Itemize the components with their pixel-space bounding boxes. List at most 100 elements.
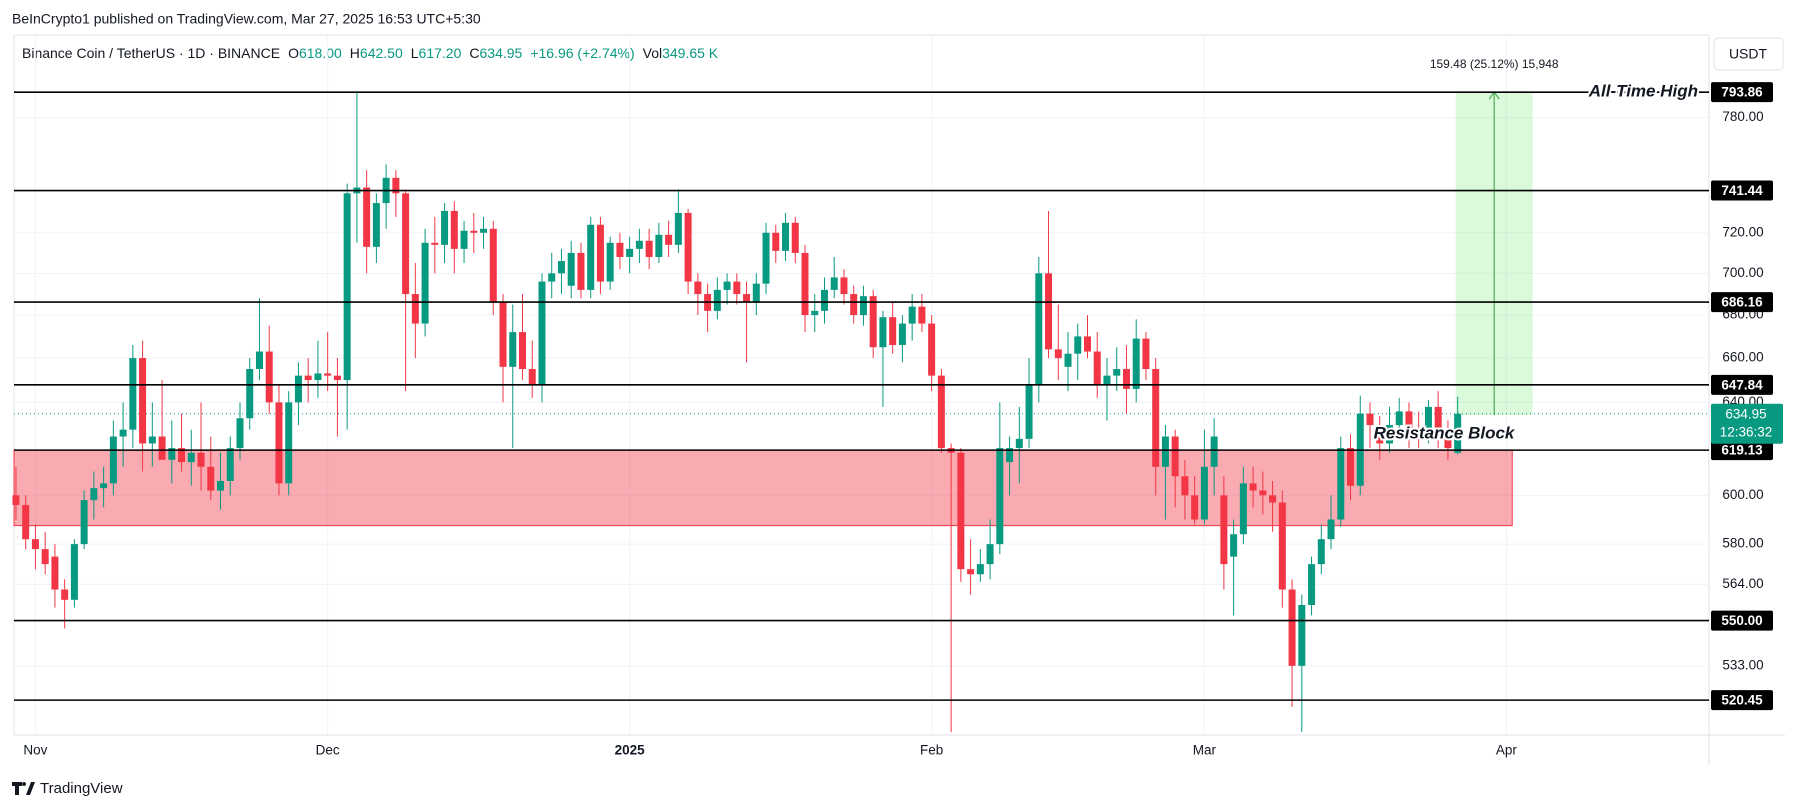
legend-l-value: 617.20 xyxy=(419,45,462,61)
legend-c: C xyxy=(469,45,479,61)
level-label-box xyxy=(1711,690,1773,711)
candle-body xyxy=(450,210,458,249)
level-label-box xyxy=(1711,610,1773,631)
candle-body xyxy=(1249,483,1257,491)
currency-button[interactable] xyxy=(1713,37,1784,71)
zone-label: Resistance Block xyxy=(1374,424,1516,443)
legend-c-value: 634.95 xyxy=(480,45,523,61)
candle-body xyxy=(90,488,98,501)
candle-body xyxy=(1045,273,1053,350)
y-tick-label: 600.00 xyxy=(1722,487,1763,502)
candle-body xyxy=(1434,406,1442,430)
candle-body xyxy=(1347,448,1355,486)
candle-body xyxy=(1278,502,1286,590)
candle-body xyxy=(119,429,127,437)
candle-body xyxy=(197,452,205,467)
candle-body xyxy=(22,504,30,540)
y-tick-label: 564.00 xyxy=(1722,576,1763,591)
candle-body xyxy=(1122,369,1130,389)
candle-body xyxy=(1006,448,1014,463)
candle-body xyxy=(148,436,156,444)
candle-body xyxy=(226,448,234,481)
candle-body xyxy=(1103,375,1111,385)
candle-body xyxy=(626,248,634,257)
candle-body xyxy=(655,234,663,257)
resistance-zone xyxy=(13,449,1513,527)
candle-body xyxy=(635,240,643,249)
level-label-box xyxy=(1711,440,1773,461)
candle-body xyxy=(538,281,546,385)
candle-body xyxy=(255,351,263,370)
candle-body xyxy=(421,242,429,324)
candle-body xyxy=(41,549,49,565)
candle-body xyxy=(1239,483,1247,535)
candle-body xyxy=(519,332,526,370)
legend-h-value: 642.50 xyxy=(360,45,403,61)
level-label-box xyxy=(1711,292,1773,313)
symbol: Binance Coin / TetherUS · 1D · BINANCE xyxy=(22,45,280,61)
legend-h: H xyxy=(350,45,360,61)
candle-body xyxy=(509,332,517,367)
candle-body xyxy=(499,302,507,367)
level-label-box xyxy=(1711,82,1773,103)
candle-body xyxy=(889,317,897,346)
candle-body xyxy=(31,539,39,550)
y-tick-label: 700.00 xyxy=(1722,265,1763,280)
legend-change: +16.96 (+2.74%) xyxy=(530,45,634,61)
candle-body xyxy=(168,448,176,460)
measure-label: 159.48 (25.12%) 15,948 xyxy=(1430,57,1559,71)
candle-body xyxy=(1444,429,1452,449)
candle-body xyxy=(236,418,244,449)
x-tick-label: Mar xyxy=(1193,743,1217,758)
candle-body xyxy=(801,252,809,316)
legend-vol: Vol xyxy=(643,45,662,61)
candle-body xyxy=(908,306,916,324)
candle-body xyxy=(324,373,332,376)
candle-body xyxy=(100,483,108,489)
candle-body xyxy=(1132,338,1140,389)
candle-body xyxy=(275,402,283,484)
candle-body xyxy=(967,569,975,575)
candle-body xyxy=(480,228,488,233)
candle-body xyxy=(976,564,984,575)
candle-body xyxy=(674,212,682,245)
candle-body xyxy=(869,296,877,348)
candle-body xyxy=(957,452,965,570)
candle-body xyxy=(109,436,117,484)
currency[interactable]: USDT xyxy=(1729,46,1768,62)
candle-body xyxy=(265,351,273,403)
y-tick-label: 780.00 xyxy=(1722,109,1763,124)
x-tick-label: 2025 xyxy=(615,743,646,758)
brand: TradingView xyxy=(40,780,123,797)
logo-mark xyxy=(12,782,35,795)
level-label: 619.13 xyxy=(1721,443,1763,458)
last-price-label: 634.95 xyxy=(1725,406,1766,421)
candle-body xyxy=(333,375,341,381)
level-label: 647.84 xyxy=(1721,377,1763,392)
candle-body xyxy=(1259,490,1267,496)
candle-body xyxy=(782,222,790,251)
candle-body xyxy=(713,289,721,311)
candle-body xyxy=(830,277,838,290)
candle-body xyxy=(840,277,848,295)
candle-body xyxy=(645,240,653,257)
candle-body xyxy=(1035,273,1043,385)
candle-body xyxy=(1395,411,1403,426)
candle-body xyxy=(596,224,604,282)
candle-body xyxy=(733,281,741,295)
candle-body xyxy=(723,281,731,290)
candle-body xyxy=(1308,564,1316,605)
candle-body xyxy=(1210,436,1218,467)
candle-body xyxy=(70,544,78,600)
candle-body xyxy=(743,294,751,303)
x-tick-label: Feb xyxy=(920,743,943,758)
candle-body xyxy=(1025,384,1033,439)
candle-body xyxy=(928,323,936,376)
candle-body xyxy=(441,210,449,245)
candle-body xyxy=(1064,353,1072,367)
candle-body xyxy=(343,193,351,381)
candle-body xyxy=(1074,336,1082,354)
candle-body xyxy=(879,317,887,348)
candle-body xyxy=(937,375,945,449)
